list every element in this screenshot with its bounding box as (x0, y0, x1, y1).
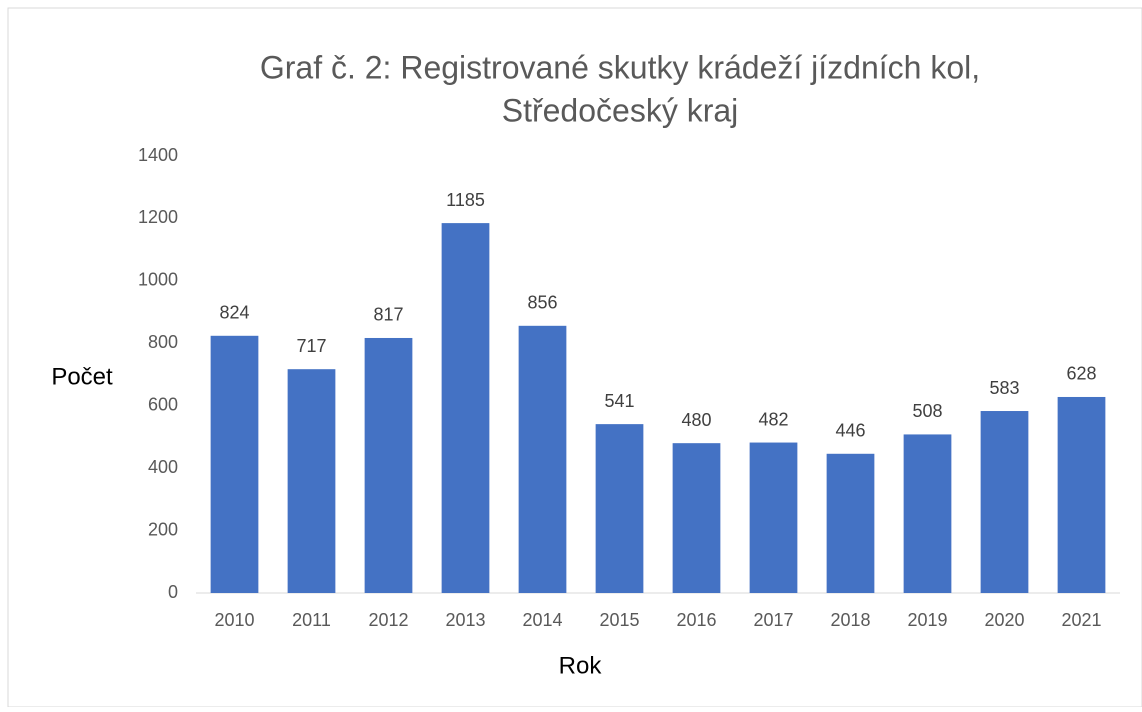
y-tick-label: 1000 (138, 270, 178, 290)
chart-subtitle: Středočeský kraj (502, 92, 739, 128)
x-tick-label: 2020 (984, 610, 1024, 630)
data-label: 482 (758, 409, 788, 429)
x-tick-label: 2013 (445, 610, 485, 630)
bar (980, 411, 1029, 593)
x-tick-label: 2017 (753, 610, 793, 630)
y-tick-label: 800 (148, 332, 178, 352)
y-tick-label: 1400 (138, 145, 178, 165)
bar (749, 442, 798, 593)
chart-frame (7, 7, 1142, 708)
data-label: 541 (604, 391, 634, 411)
y-axis-label: Počet (51, 363, 113, 390)
x-tick-label: 2016 (676, 610, 716, 630)
data-label: 446 (835, 421, 865, 441)
y-tick-label: 1200 (138, 207, 178, 227)
y-tick-label: 400 (148, 457, 178, 477)
y-tick-label: 600 (148, 394, 178, 414)
x-tick-label: 2021 (1061, 610, 1101, 630)
bar (595, 424, 644, 593)
data-label: 628 (1066, 364, 1096, 384)
bar (364, 337, 413, 593)
x-tick-label: 2010 (214, 610, 254, 630)
x-tick-label: 2019 (907, 610, 947, 630)
bar (672, 443, 721, 593)
data-label: 717 (296, 336, 326, 356)
data-label: 856 (527, 293, 557, 313)
x-tick-label: 2011 (292, 610, 331, 630)
bar (903, 434, 952, 593)
y-tick-label: 200 (148, 519, 178, 539)
bar (210, 335, 259, 593)
bar (1057, 396, 1106, 593)
x-tick-label: 2014 (522, 610, 562, 630)
data-label: 480 (681, 410, 711, 430)
bar (826, 453, 875, 593)
x-axis-label: Rok (559, 652, 603, 679)
data-label: 583 (989, 378, 1019, 398)
chart-title: Graf č. 2: Registrované skutky krádeží j… (260, 49, 980, 85)
data-label: 817 (373, 305, 403, 325)
bar (518, 325, 567, 593)
x-tick-label: 2018 (830, 610, 870, 630)
data-label: 824 (219, 303, 249, 323)
data-label: 508 (912, 401, 942, 421)
y-tick-label: 0 (168, 582, 178, 602)
x-tick-label: 2015 (599, 610, 639, 630)
x-tick-label: 2012 (368, 610, 408, 630)
data-label: 1185 (446, 190, 485, 210)
bar (441, 223, 490, 593)
bar (287, 369, 336, 593)
